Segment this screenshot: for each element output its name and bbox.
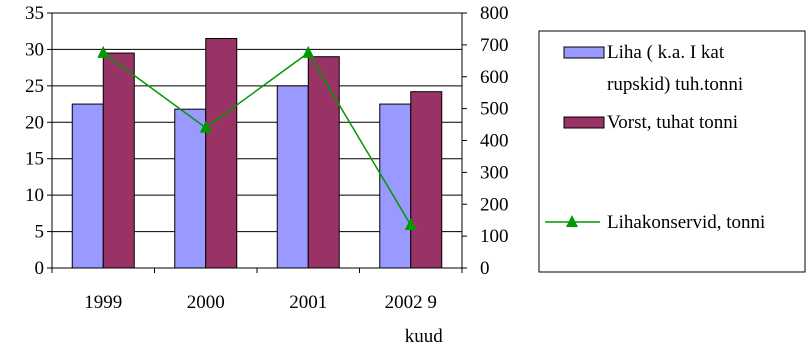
x-tick-label: 2002 9 kuud — [385, 292, 444, 347]
left-tick-label: 20 — [25, 112, 44, 133]
right-tick-label: 700 — [480, 35, 509, 56]
legend-label: Lihakonservid, tonni — [607, 212, 765, 233]
left-tick-label: 0 — [35, 258, 45, 279]
right-tick-label: 800 — [480, 3, 509, 24]
legend-swatch — [563, 116, 605, 129]
legend-label: Vorst, tuhat tonni — [607, 112, 738, 133]
line-path — [102, 51, 412, 226]
line-point — [97, 45, 110, 58]
left-tick-label: 30 — [25, 39, 44, 60]
bar — [102, 52, 135, 269]
left-tick-label: 35 — [25, 3, 44, 24]
left-tick-label: 5 — [35, 222, 45, 243]
legend: Liha ( k.a. I kat rupskid) tuh.tonni Vorst… — [538, 30, 806, 273]
legend-box — [538, 30, 806, 273]
right-tick-label: 200 — [480, 194, 509, 215]
x-tick-label: 1999 — [84, 292, 122, 313]
right-tick-label: 600 — [480, 67, 509, 88]
line-point — [302, 45, 315, 58]
bar — [276, 85, 309, 269]
bar — [307, 56, 340, 269]
bar — [205, 38, 238, 269]
legend-swatch — [563, 46, 605, 59]
bar — [71, 103, 104, 269]
legend-label: Liha ( k.a. I kat rupskid) tuh.tonni — [607, 42, 743, 95]
bars — [71, 38, 443, 269]
bar — [410, 91, 443, 269]
line-point — [404, 217, 417, 230]
right-tick-label: 0 — [480, 258, 490, 279]
right-tick-label: 100 — [480, 226, 509, 247]
legend-marker — [566, 215, 578, 227]
line-point — [199, 120, 212, 133]
right-tick-label: 500 — [480, 99, 509, 120]
right-tick-label: 300 — [480, 162, 509, 183]
left-tick-label: 25 — [25, 76, 44, 97]
x-tick-label: 2000 — [187, 292, 225, 313]
left-tick-label: 10 — [25, 185, 44, 206]
x-tick-label: 2001 — [289, 292, 327, 313]
line-series — [97, 45, 417, 230]
axes: 0 5 10 15 20 25 30 35 0 100 200 300 400 500 600 700 800 1… — [25, 3, 509, 347]
left-tick-label: 15 — [25, 149, 44, 170]
bar — [379, 103, 412, 269]
right-tick-label: 400 — [480, 131, 509, 152]
bar — [174, 108, 207, 269]
